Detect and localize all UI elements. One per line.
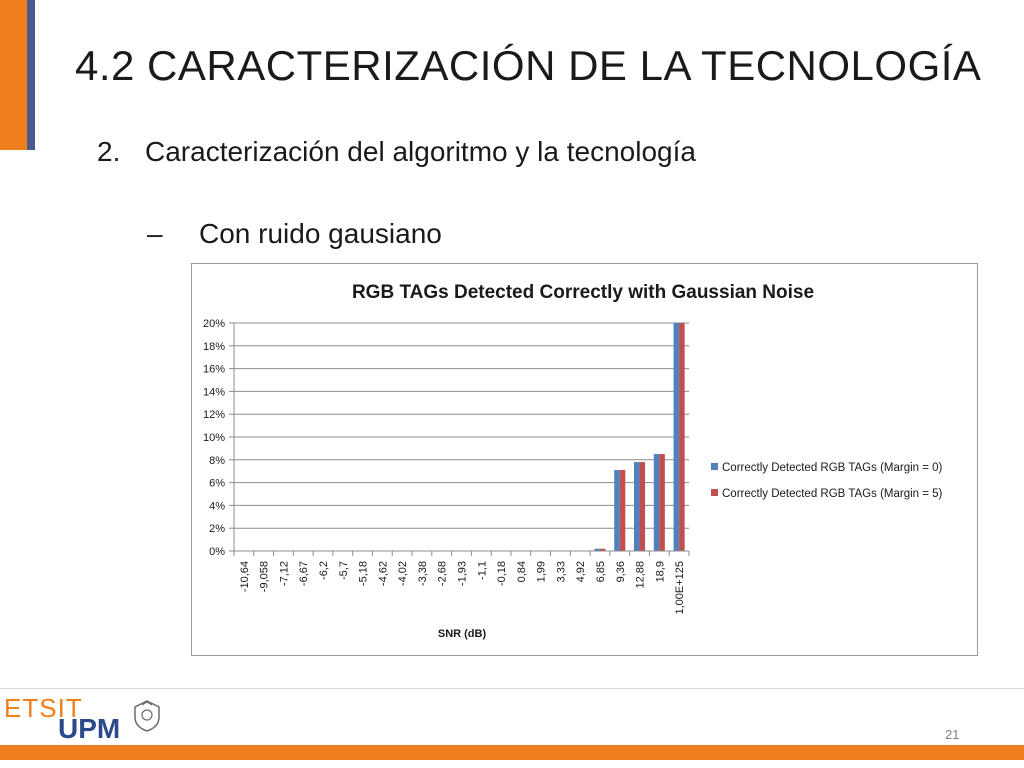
x-tick-label: 12,88 xyxy=(635,561,647,589)
bar xyxy=(639,462,646,551)
x-tick-label: 1,99 xyxy=(536,561,548,582)
x-tick-label: -6,67 xyxy=(298,561,310,586)
bullet-text: Caracterización del algoritmo y la tecno… xyxy=(145,136,696,167)
x-tick-label: -6,2 xyxy=(318,561,330,580)
y-tick-label: 6% xyxy=(209,478,225,490)
bar xyxy=(614,470,620,551)
bar xyxy=(659,454,665,551)
x-tick-label: 4,92 xyxy=(575,561,587,582)
y-tick-label: 18% xyxy=(203,341,225,353)
x-tick-label: -4,62 xyxy=(377,561,389,586)
bar-chart: RGB TAGs Detected Correctly with Gaussia… xyxy=(203,282,943,640)
university-seal-icon xyxy=(134,700,160,732)
y-tick-label: 20% xyxy=(203,318,225,330)
bar xyxy=(653,454,660,551)
y-tick-label: 8% xyxy=(209,455,225,467)
x-tick-label: -0,18 xyxy=(496,561,508,586)
y-tick-label: 4% xyxy=(209,500,225,512)
bullet-number: 2. xyxy=(97,136,121,167)
bar xyxy=(599,548,606,551)
blue-accent-line xyxy=(27,0,35,150)
legend-label: Correctly Detected RGB TAGs (Margin = 5) xyxy=(722,488,943,500)
bar xyxy=(673,323,680,551)
y-tick-label: 14% xyxy=(203,386,225,398)
x-tick-label: 0,84 xyxy=(516,561,528,582)
x-tick-label: -4,02 xyxy=(397,561,409,586)
x-tick-label: -2,68 xyxy=(437,561,449,586)
chart-title: RGB TAGs Detected Correctly with Gaussia… xyxy=(352,282,814,303)
x-tick-label: -9,058 xyxy=(259,561,271,592)
bullet-level1: 2. Caracterización del algoritmo y la tec… xyxy=(97,136,696,168)
footer-orange-bar xyxy=(0,745,1024,760)
page-number: 21 xyxy=(945,727,960,742)
y-tick-label: 2% xyxy=(209,523,225,535)
x-tick-label: -10,64 xyxy=(239,561,251,592)
y-tick-label: 0% xyxy=(209,546,225,558)
slide-title: 4.2 CARACTERIZACIÓN DE LA TECNOLOGÍA xyxy=(75,42,982,89)
x-tick-label: 9,36 xyxy=(615,561,627,582)
y-tick-label: 12% xyxy=(203,409,225,421)
chart-container: RGB TAGs Detected Correctly with Gaussia… xyxy=(191,263,978,656)
dash-bullet: – xyxy=(147,218,163,249)
bar xyxy=(634,462,640,551)
x-tick-label: 1,00E+125 xyxy=(674,561,686,615)
x-tick-label: -5,7 xyxy=(338,561,350,580)
x-tick-label: -5,18 xyxy=(358,561,370,586)
y-tick-label: 16% xyxy=(203,364,225,376)
x-tick-label: -7,12 xyxy=(278,561,290,586)
legend-swatch xyxy=(711,489,718,496)
bar xyxy=(679,323,685,551)
footer-divider xyxy=(0,688,1024,689)
etsit-logo: ETSIT xyxy=(4,693,83,723)
x-tick-label: 3,33 xyxy=(555,561,567,582)
x-tick-label: -1,93 xyxy=(457,561,469,586)
x-tick-label: 18,9 xyxy=(654,561,666,582)
x-axis-label: SNR (dB) xyxy=(438,628,487,640)
legend-label: Correctly Detected RGB TAGs (Margin = 0) xyxy=(722,462,943,474)
x-tick-label: -3,38 xyxy=(417,561,429,586)
legend-swatch xyxy=(711,463,718,470)
bullet-level2: – Con ruido gausiano xyxy=(147,218,442,250)
sub-bullet-text: Con ruido gausiano xyxy=(199,218,442,249)
orange-accent-bar xyxy=(0,0,27,150)
x-tick-label: 6,85 xyxy=(595,561,607,582)
upm-logo: UPM xyxy=(58,713,121,744)
x-tick-label: -1,1 xyxy=(476,561,488,580)
bar xyxy=(594,548,600,551)
bar xyxy=(619,470,626,551)
y-tick-label: 10% xyxy=(203,432,225,444)
